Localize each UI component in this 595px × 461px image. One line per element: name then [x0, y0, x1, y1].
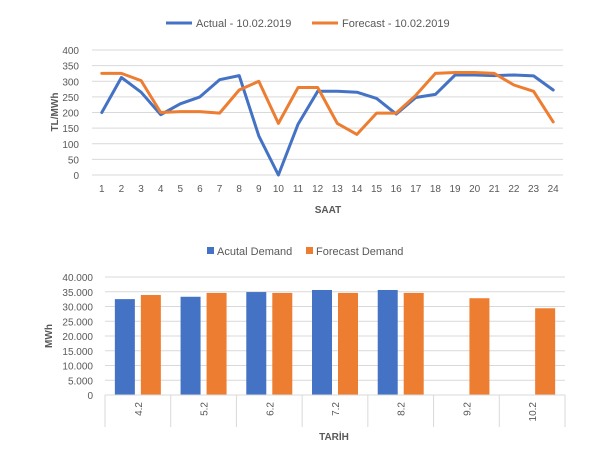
line-chart-x-tick-label: 2 — [119, 184, 125, 195]
line-chart-series — [100, 71, 555, 177]
line-chart-x-tick-label: 21 — [489, 184, 501, 195]
line-chart-y-label: TL/MWh — [50, 93, 61, 132]
line-chart-y-tick-label: 200 — [62, 109, 79, 120]
line-chart-x-tick-label: 24 — [548, 184, 560, 195]
line-chart-x-tick-label: 7 — [217, 184, 223, 195]
line-chart-x-ticks: 1 2 3 4 5 6 7 8 9 10 11 12 13 14 15 16 17 18 19 20 21 22 23 24 — [99, 184, 559, 195]
actual-demand-bar — [377, 289, 398, 395]
line-chart-x-tick-label: 3 — [138, 184, 144, 195]
line-chart-y-tick-label: 0 — [73, 171, 79, 182]
forecast-demand-bar — [469, 298, 490, 395]
bar-chart-y-tick-label: 20.000 — [62, 332, 93, 343]
line-chart-x-tick-label: 14 — [351, 184, 363, 195]
line-chart-x-tick-label: 19 — [450, 184, 462, 195]
line-chart-x-tick-label: 1 — [99, 184, 105, 195]
legend-actual-demand-swatch — [207, 247, 214, 254]
line-chart-x-tick-label: 17 — [410, 184, 422, 195]
bar-chart-x-tick-label: 8.2 — [397, 402, 408, 416]
actual-demand-bar — [246, 292, 267, 395]
forecast-demand-bar — [206, 292, 227, 395]
line-chart-x-tick-label: 8 — [236, 184, 242, 195]
bar-chart-x-tick-label: 7.2 — [331, 402, 342, 416]
line-chart-legend: Actual - 10.02.2019 Forecast - 10.02.201… — [166, 18, 450, 30]
line-chart-x-tick-label: 13 — [332, 184, 344, 195]
bar-chart-y-tick-label: 5.000 — [68, 376, 93, 387]
bar-chart-x-ticks: 4.2 5.2 6.2 7.2 8.2 9.2 10.2 — [104, 394, 566, 427]
bar-chart-y-tick-label: 25.000 — [62, 317, 93, 328]
bar-chart-y-label: MWh — [44, 324, 55, 348]
actual-demand-bar — [312, 289, 332, 395]
bar-chart-y-tick-label: 0 — [87, 391, 93, 402]
line-chart-x-tick-label: 4 — [158, 184, 164, 195]
legend-actual-demand-label: Acutal Demand — [217, 246, 292, 258]
forecast-demand-bar — [140, 294, 161, 395]
line-chart-x-tick-label: 23 — [528, 184, 540, 195]
bar-chart-x-label: TARİH — [319, 430, 349, 443]
bar-chart-y-tick-label: 15.000 — [62, 347, 93, 358]
line-chart-x-tick-label: 6 — [197, 184, 203, 195]
line-chart-x-tick-label: 15 — [371, 184, 383, 195]
bar-chart-x-tick-label: 9.2 — [462, 402, 473, 416]
line-chart-x-tick-label: 5 — [178, 184, 184, 195]
actual-series-line — [100, 73, 555, 177]
line-chart-y-ticks: 0 50 100 150 200 250 300 350 400 — [62, 46, 79, 182]
line-chart-y-tick-label: 150 — [62, 124, 79, 135]
line-chart-x-tick-label: 22 — [508, 184, 520, 195]
forecast-demand-bar — [338, 292, 358, 395]
forecast-demand-bar — [403, 292, 424, 395]
line-chart-y-tick-label: 50 — [68, 155, 80, 166]
bar-chart-bars — [114, 289, 556, 395]
bar-chart-x-tick-label: 5.2 — [200, 402, 211, 416]
line-chart-x-tick-label: 20 — [469, 184, 481, 195]
actual-demand-bar — [180, 296, 201, 395]
line-chart-x-tick-label: 18 — [430, 184, 442, 195]
legend-forecast-demand-label: Forecast Demand — [316, 246, 403, 258]
legend-actual-label: Actual - 10.02.2019 — [196, 18, 291, 30]
bar-chart-legend: Acutal Demand Forecast Demand — [207, 246, 403, 258]
line-chart-x-tick-label: 9 — [256, 184, 262, 195]
line-chart: Actual - 10.02.2019 Forecast - 10.02.201… — [50, 18, 563, 216]
bar-chart-y-ticks: 0 5.000 10.000 15.000 20.000 25.000 30.000 35.0… — [62, 273, 93, 402]
line-chart-x-tick-label: 16 — [391, 184, 403, 195]
bar-chart-grid — [105, 276, 565, 396]
line-chart-y-tick-label: 350 — [62, 62, 79, 73]
bar-chart-y-tick-label: 10.000 — [62, 362, 93, 373]
legend-forecast-label: Forecast - 10.02.2019 — [342, 18, 450, 30]
bar-chart: Acutal Demand Forecast Demand 0 5.000 10.0… — [44, 246, 566, 443]
actual-demand-bar — [114, 299, 135, 395]
line-chart-x-label: SAAT — [315, 205, 341, 216]
line-chart-x-tick-label: 10 — [273, 184, 285, 195]
bar-chart-y-tick-label: 35.000 — [62, 288, 93, 299]
line-chart-y-tick-label: 300 — [62, 77, 79, 88]
legend-forecast-demand-swatch — [306, 247, 313, 254]
forecast-demand-bar — [535, 308, 556, 395]
line-chart-y-tick-label: 400 — [62, 46, 79, 57]
line-chart-y-tick-label: 100 — [62, 140, 79, 151]
bar-chart-y-tick-label: 30.000 — [62, 303, 93, 314]
line-chart-x-tick-label: 12 — [312, 184, 324, 195]
bar-chart-y-tick-label: 40.000 — [62, 273, 93, 284]
line-chart-y-tick-label: 250 — [62, 93, 79, 104]
line-chart-x-tick-label: 11 — [293, 184, 304, 195]
bar-chart-x-tick-label: 6.2 — [265, 402, 276, 416]
bar-chart-x-tick-label: 4.2 — [134, 402, 145, 416]
bar-chart-x-tick-label: 10.2 — [528, 402, 539, 422]
forecast-demand-bar — [272, 292, 293, 395]
forecast-series-line — [100, 71, 555, 136]
